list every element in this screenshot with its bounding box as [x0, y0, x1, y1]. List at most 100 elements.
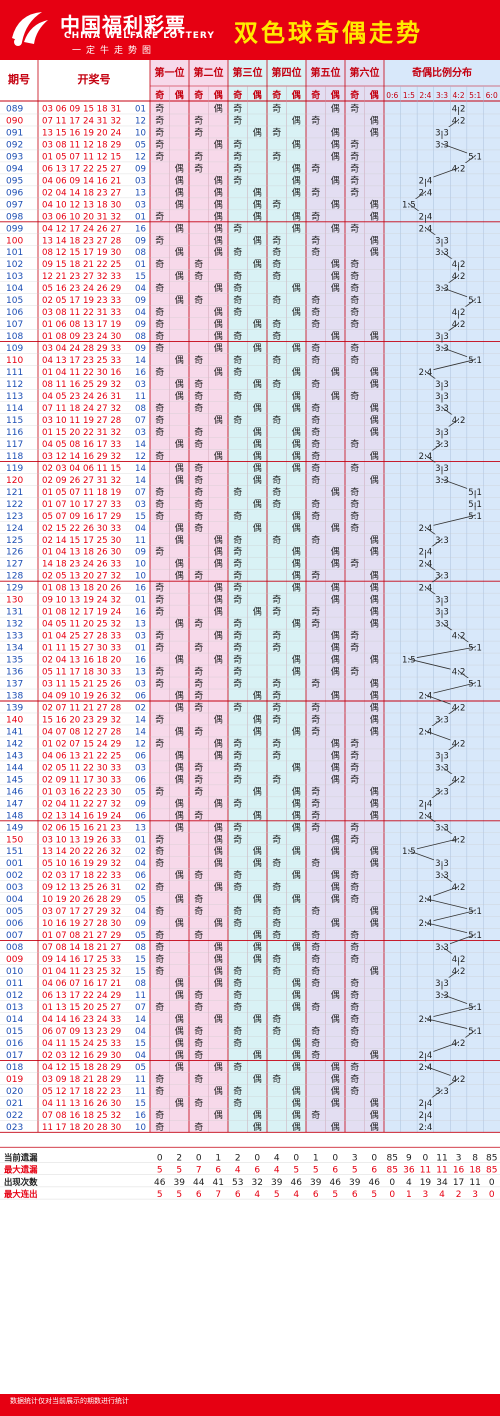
blue-ball: 14: [135, 715, 146, 725]
even-mark: 偶: [175, 246, 184, 258]
ratio-header: 5:1: [469, 91, 481, 100]
red-balls: 02 15 22 26 30 33: [42, 524, 121, 534]
footer-bar: [0, 1394, 500, 1416]
even-mark: 偶: [370, 246, 379, 258]
issue-number: 123: [6, 512, 23, 522]
even-mark: 偶: [331, 138, 340, 150]
even-mark: 偶: [214, 630, 223, 642]
issue-number: 116: [6, 428, 23, 438]
stats-value: 39: [310, 1178, 322, 1188]
red-balls: 07 11 17 24 31 32: [42, 116, 121, 126]
odd-mark: 奇: [272, 690, 281, 702]
odd-mark: 奇: [155, 342, 164, 354]
odd-mark: 奇: [311, 618, 320, 630]
odd-mark: 奇: [311, 342, 320, 354]
ratio-value: 5:1: [468, 680, 482, 690]
even-mark: 偶: [292, 390, 301, 402]
red-balls: 04 12 15 18 28 29: [42, 1063, 121, 1073]
even-mark: 偶: [292, 977, 301, 989]
even-mark: 偶: [175, 797, 184, 809]
even-mark: 偶: [370, 534, 379, 546]
odd-mark: 奇: [155, 833, 164, 845]
even-mark: 偶: [175, 534, 184, 546]
even-mark: 偶: [331, 881, 340, 893]
even-mark: 偶: [331, 1073, 340, 1085]
ratio-header: 0:6: [386, 91, 398, 100]
red-balls: 01 11 15 27 30 33: [42, 644, 121, 654]
odd-mark: 奇: [350, 1013, 359, 1025]
odd-mark: 奇: [233, 701, 242, 713]
odd-mark: 奇: [350, 522, 359, 534]
odd-mark: 奇: [155, 1085, 164, 1097]
issue-number: 100: [6, 236, 23, 246]
ratio-value: 4:2: [452, 775, 466, 785]
stats-value: 0: [293, 1153, 299, 1163]
odd-mark: 奇: [272, 258, 281, 270]
odd-mark: 奇: [311, 114, 320, 126]
stats-value: 11: [436, 1153, 447, 1163]
odd-mark: 奇: [233, 630, 242, 642]
odd-mark: 奇: [155, 606, 164, 618]
red-balls: 01 07 08 21 27 29: [42, 931, 121, 941]
even-mark: 偶: [331, 390, 340, 402]
odd-mark: 奇: [194, 905, 203, 917]
issue-number: 020: [6, 1087, 23, 1097]
red-balls: 04 13 17 23 25 33: [42, 356, 121, 366]
stats-value: 6: [313, 1190, 319, 1200]
even-mark: 偶: [214, 210, 223, 222]
issue-number: 148: [6, 811, 23, 821]
odd-mark: 奇: [272, 498, 281, 510]
issue-header: 期号: [8, 72, 30, 86]
blue-ball: 01: [135, 104, 146, 114]
issue-number: 114: [6, 404, 23, 414]
odd-mark: 奇: [350, 821, 359, 833]
even-mark: 偶: [331, 222, 340, 234]
ratio-value: 5:1: [468, 356, 482, 366]
odd-mark: 奇: [233, 833, 242, 845]
ratio-trend-line: [425, 1018, 476, 1031]
odd-mark: 奇: [233, 570, 242, 582]
even-mark: 偶: [214, 953, 223, 965]
even-mark: 偶: [292, 558, 301, 570]
even-mark: 偶: [175, 294, 184, 306]
even-mark: 偶: [370, 198, 379, 210]
odd-mark: 奇: [311, 821, 320, 833]
blue-ball: 08: [135, 248, 146, 258]
red-balls: 01 02 07 15 24 29: [42, 739, 121, 749]
stats-value: 5: [157, 1166, 163, 1176]
odd-mark: 奇: [350, 1085, 359, 1097]
odd-mark: 奇: [272, 150, 281, 162]
stats-value: 0: [423, 1153, 429, 1163]
even-mark: 偶: [331, 582, 340, 594]
even-mark: 偶: [175, 1037, 184, 1049]
ratio-value: 4:2: [452, 668, 466, 678]
blue-ball: 15: [135, 1039, 146, 1049]
odd-mark: 奇: [311, 450, 320, 462]
even-mark: 偶: [175, 1097, 184, 1109]
odd-mark: 奇: [272, 642, 281, 654]
odd-mark: 奇: [233, 1001, 242, 1013]
even-mark: 偶: [292, 941, 301, 953]
ratio-label-bg: [467, 1025, 484, 1036]
ratio-header: 6:0: [486, 91, 498, 100]
ratio-value: 2:4: [419, 524, 433, 534]
ratio-value: 1:5: [402, 847, 416, 857]
even-mark: 偶: [214, 917, 223, 929]
even-mark: 偶: [292, 989, 301, 1001]
issue-number: 013: [6, 1003, 23, 1013]
ratio-label-bg: [467, 294, 484, 305]
stats-value: 53: [232, 1178, 243, 1188]
even-mark: 偶: [253, 378, 262, 390]
blue-ball: 09: [135, 296, 146, 306]
even-mark: 偶: [292, 1085, 301, 1097]
even-mark: 偶: [370, 450, 379, 462]
odd-mark: 奇: [194, 618, 203, 630]
odd-mark: 奇: [350, 989, 359, 1001]
issue-number: 118: [6, 452, 23, 462]
odd-mark: 奇: [194, 725, 203, 737]
issue-number: 141: [6, 727, 23, 737]
odd-mark: 奇: [311, 474, 320, 486]
odd-mark: 奇: [233, 138, 242, 150]
blue-ball: 14: [135, 356, 146, 366]
odd-mark: 奇: [311, 678, 320, 690]
